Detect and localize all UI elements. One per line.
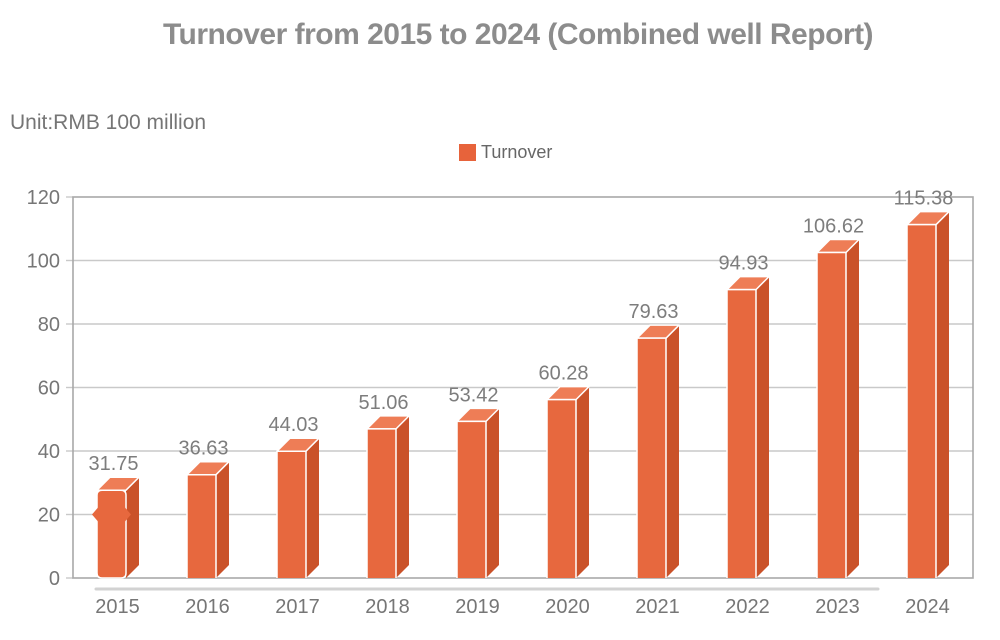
y-tick-label: 0 [49,568,60,590]
chart-title: Turnover from 2015 to 2024 (Combined wel… [162,18,874,51]
bar-notch-right [125,507,131,522]
value-label: 44.03 [268,414,318,436]
bar-side-face [666,325,679,578]
x-axis-label: 2022 [725,596,770,618]
bar-front-edge [906,223,937,578]
legend-swatch-icon [459,144,476,161]
bar-front-edge [816,251,847,578]
value-label: 115.38 [894,188,954,210]
value-label: 31.75 [88,453,138,475]
bar-front-edge [546,398,577,578]
bar-front-face [367,428,396,578]
y-tick-label: 40 [38,441,60,463]
bar-side-face [306,438,319,578]
bar-front-face [96,489,127,579]
value-label: 79.63 [628,301,678,323]
value-label: 60.28 [538,363,588,385]
bar-front-face [547,399,576,578]
bar-2016 [186,460,230,578]
bar-side-face [756,276,769,578]
legend-label: Turnover [481,142,553,162]
bar-2018 [366,415,410,578]
bar-side-face [576,386,589,578]
bar-front-edge [186,473,217,578]
bar-2020 [546,385,590,578]
bar-front-edge [636,337,667,578]
bar-side-face [126,477,139,578]
y-tick-label: 60 [38,378,60,400]
bar-front-face [637,338,666,578]
bar-front-face [727,289,756,578]
bar-front-face [907,224,936,578]
bar-2022 [726,275,770,578]
value-label: 36.63 [178,438,228,460]
bar-side-face [846,239,859,578]
bar-2015 [92,476,140,579]
plot-border [72,196,974,579]
bar-side-face [396,415,409,578]
x-axis-label: 2017 [275,596,320,618]
value-label: 53.42 [448,384,498,406]
x-axis-label: 2021 [635,596,680,618]
bar-front-face [187,474,216,578]
x-axis-label: 2020 [545,596,590,618]
x-axis-label: 2019 [455,596,500,618]
bar-front-edge [276,450,307,578]
bar-notch-left [92,507,98,522]
value-label: 51.06 [358,392,408,414]
bar-side-face [216,461,229,578]
bar-2023 [816,238,860,578]
x-axis-label: 2018 [365,596,410,618]
bar-front-edge [366,428,397,578]
bar-2017 [276,437,320,578]
legend: Turnover [459,142,552,163]
value-label: 94.93 [718,253,768,275]
bar-2019 [456,407,500,578]
y-tick-label: 20 [38,505,60,527]
bar-side-face [936,211,949,578]
bar-2021 [636,324,680,578]
bar-front-edge [456,420,487,578]
bar-front-edge [726,288,757,578]
y-tick-label: 80 [38,314,60,336]
value-label: 106.62 [803,215,864,237]
x-axis-label: 2023 [815,596,860,618]
bar-side-face [486,408,499,578]
bar-front-face [277,451,306,578]
y-tick-label: 120 [27,187,60,209]
y-tick-label: 100 [27,251,60,273]
unit-label: Unit:RMB 100 million [10,111,207,134]
bar-front-face [457,421,486,578]
x-axis-label: 2016 [185,596,230,618]
x-axis-label: 2024 [905,596,950,618]
bar-front-face [817,252,846,578]
x-axis-label: 2015 [95,596,140,618]
bar-2024 [906,210,950,578]
